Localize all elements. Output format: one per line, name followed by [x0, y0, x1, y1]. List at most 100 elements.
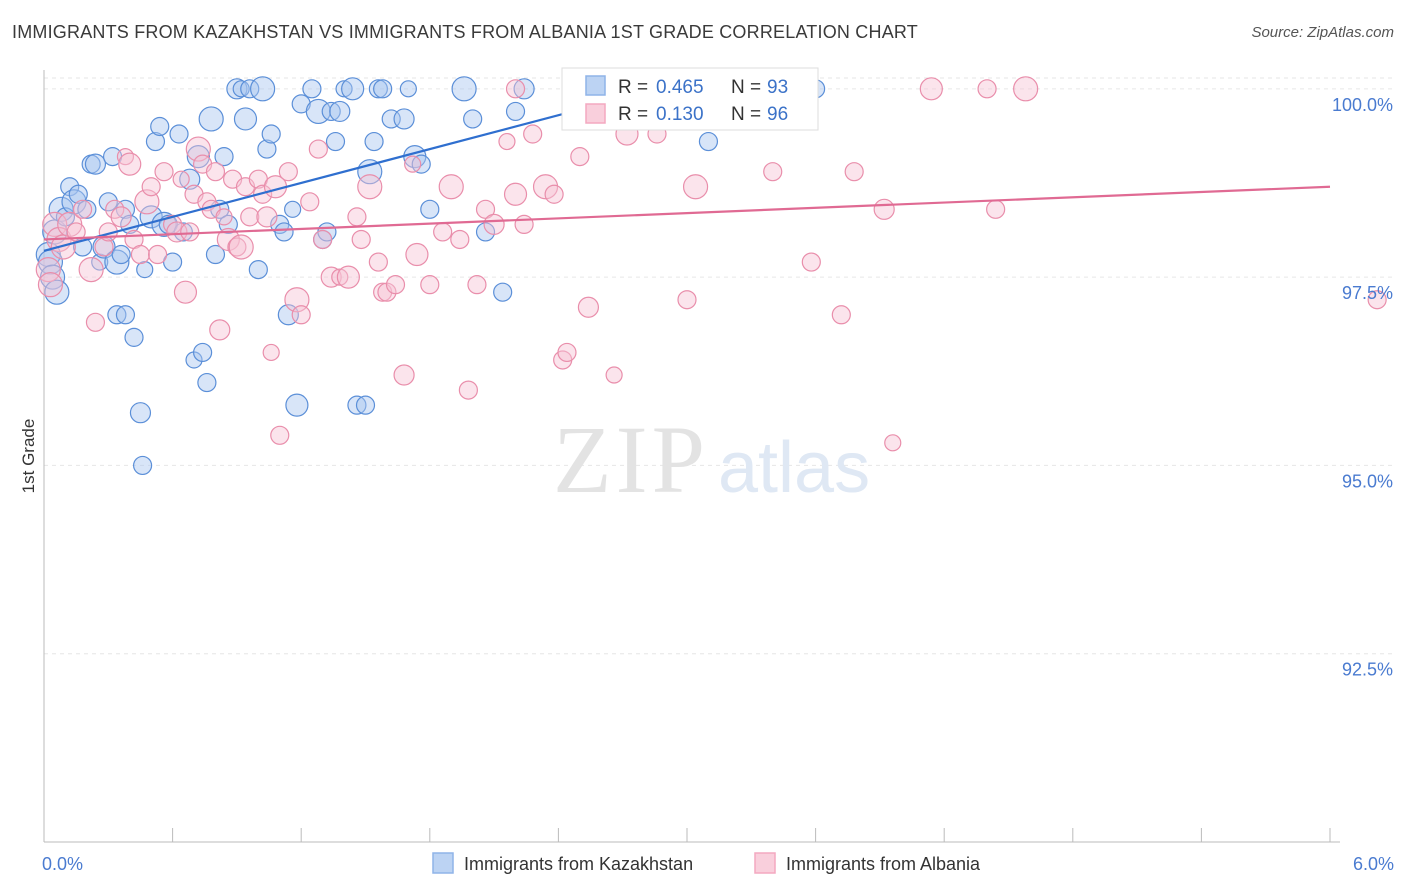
point-kazakhstan: [115, 199, 136, 219]
point-kazakhstan: [163, 252, 183, 272]
point-kazakhstan: [373, 79, 393, 99]
point-albania: [801, 252, 821, 272]
point-albania: [458, 380, 478, 400]
stats-r-value-albania: 0.130: [656, 104, 704, 125]
point-albania: [227, 237, 247, 257]
point-kazakhstan: [321, 101, 341, 122]
point-albania: [884, 434, 902, 452]
y-tick-label: 100.0%: [1332, 95, 1393, 115]
point-kazakhstan: [77, 199, 97, 219]
axes: [43, 70, 1340, 843]
point-albania: [831, 305, 851, 325]
point-albania: [300, 192, 320, 212]
stats-n-value-kazakhstan: 93: [767, 77, 788, 98]
point-albania: [570, 147, 590, 167]
trend-line-albania: [43, 185, 1331, 241]
point-albania: [262, 343, 280, 362]
watermark-atlas: atlas: [718, 428, 870, 508]
point-kazakhstan: [68, 184, 88, 204]
point-albania: [278, 162, 298, 182]
point-kazakhstan: [325, 131, 346, 152]
point-albania: [844, 162, 864, 182]
legend-swatch-albania: [754, 852, 776, 874]
stats-n-value-albania: 96: [767, 104, 788, 125]
point-kazakhstan: [98, 192, 118, 212]
point-albania: [677, 290, 697, 310]
point-albania: [544, 184, 564, 204]
point-albania: [577, 296, 600, 318]
point-albania: [240, 207, 260, 227]
x-tick-label-max: 6.0%: [1353, 854, 1394, 874]
point-kazakhstan: [240, 79, 260, 99]
point-kazakhstan: [111, 244, 131, 265]
point-albania: [351, 229, 371, 250]
point-kazakhstan: [261, 124, 281, 144]
point-albania: [118, 152, 142, 176]
point-albania: [37, 272, 64, 298]
point-albania: [141, 177, 161, 197]
point-kazakhstan: [197, 372, 217, 393]
point-kazakhstan: [451, 76, 477, 102]
stats-n-label-albania: N =: [731, 104, 761, 125]
legend-label-kazakhstan: Immigrants from Kazakhstan: [464, 854, 693, 874]
point-albania: [215, 208, 233, 226]
point-kazakhstan: [233, 107, 258, 131]
point-albania: [147, 244, 168, 265]
legend-label-albania: Immigrants from Albania: [786, 854, 981, 874]
chart-title: IMMIGRANTS FROM KAZAKHSTAN VS IMMIGRANTS…: [12, 22, 918, 42]
stats-r-label-kazakhstan: R =: [618, 77, 648, 98]
y-tick-label: 97.5%: [1342, 283, 1393, 303]
point-kazakhstan: [136, 260, 154, 279]
point-albania: [209, 319, 231, 341]
point-albania: [1367, 290, 1387, 310]
point-albania: [357, 174, 383, 200]
point-albania: [180, 222, 200, 242]
point-albania: [420, 275, 440, 295]
point-albania: [347, 207, 367, 227]
y-tick-labels: 100.0% 97.5% 95.0% 92.5%: [1332, 95, 1393, 680]
point-kazakhstan: [285, 393, 309, 417]
point-kazakhstan: [335, 80, 353, 98]
point-albania: [228, 234, 254, 260]
stats-swatch-albania: [585, 103, 606, 124]
stats-legend: R = 0.465 N = 93 R = 0.130 N = 96: [561, 67, 819, 131]
stats-n-label-kazakhstan: N =: [731, 77, 761, 98]
point-kazakhstan: [248, 259, 268, 280]
point-kazakhstan: [284, 200, 302, 218]
point-albania: [450, 229, 470, 250]
point-kazakhstan: [393, 108, 415, 130]
point-albania: [393, 364, 415, 386]
point-albania: [919, 77, 943, 101]
point-albania: [72, 199, 93, 219]
point-albania: [331, 268, 349, 286]
point-kazakhstan: [355, 395, 376, 415]
point-kazakhstan: [84, 153, 107, 175]
point-albania: [986, 199, 1006, 219]
point-kazakhstan: [274, 222, 294, 242]
point-kazakhstan: [302, 79, 322, 99]
point-albania: [85, 312, 106, 332]
legend-swatch-kazakhstan: [432, 852, 454, 874]
point-albania: [336, 265, 360, 289]
point-kazakhstan: [698, 131, 719, 152]
point-kazakhstan: [205, 244, 226, 265]
stats-r-label-albania: R =: [618, 104, 648, 125]
point-kazakhstan: [291, 94, 311, 114]
point-albania: [368, 252, 388, 272]
point-albania: [605, 366, 623, 384]
point-kazakhstan: [145, 131, 166, 152]
y-tick-label: 95.0%: [1342, 471, 1393, 491]
point-kazakhstan: [475, 222, 496, 242]
point-albania: [110, 206, 132, 228]
grid-lines: [44, 77, 1395, 655]
point-albania: [256, 206, 278, 228]
point-kazakhstan: [150, 116, 170, 137]
point-albania: [308, 139, 328, 159]
stats-swatch-kazakhstan: [585, 75, 606, 96]
point-kazakhstan: [420, 199, 440, 219]
point-kazakhstan: [129, 402, 152, 424]
point-kazakhstan: [132, 455, 153, 476]
point-albania: [532, 174, 559, 200]
point-albania: [42, 211, 68, 237]
